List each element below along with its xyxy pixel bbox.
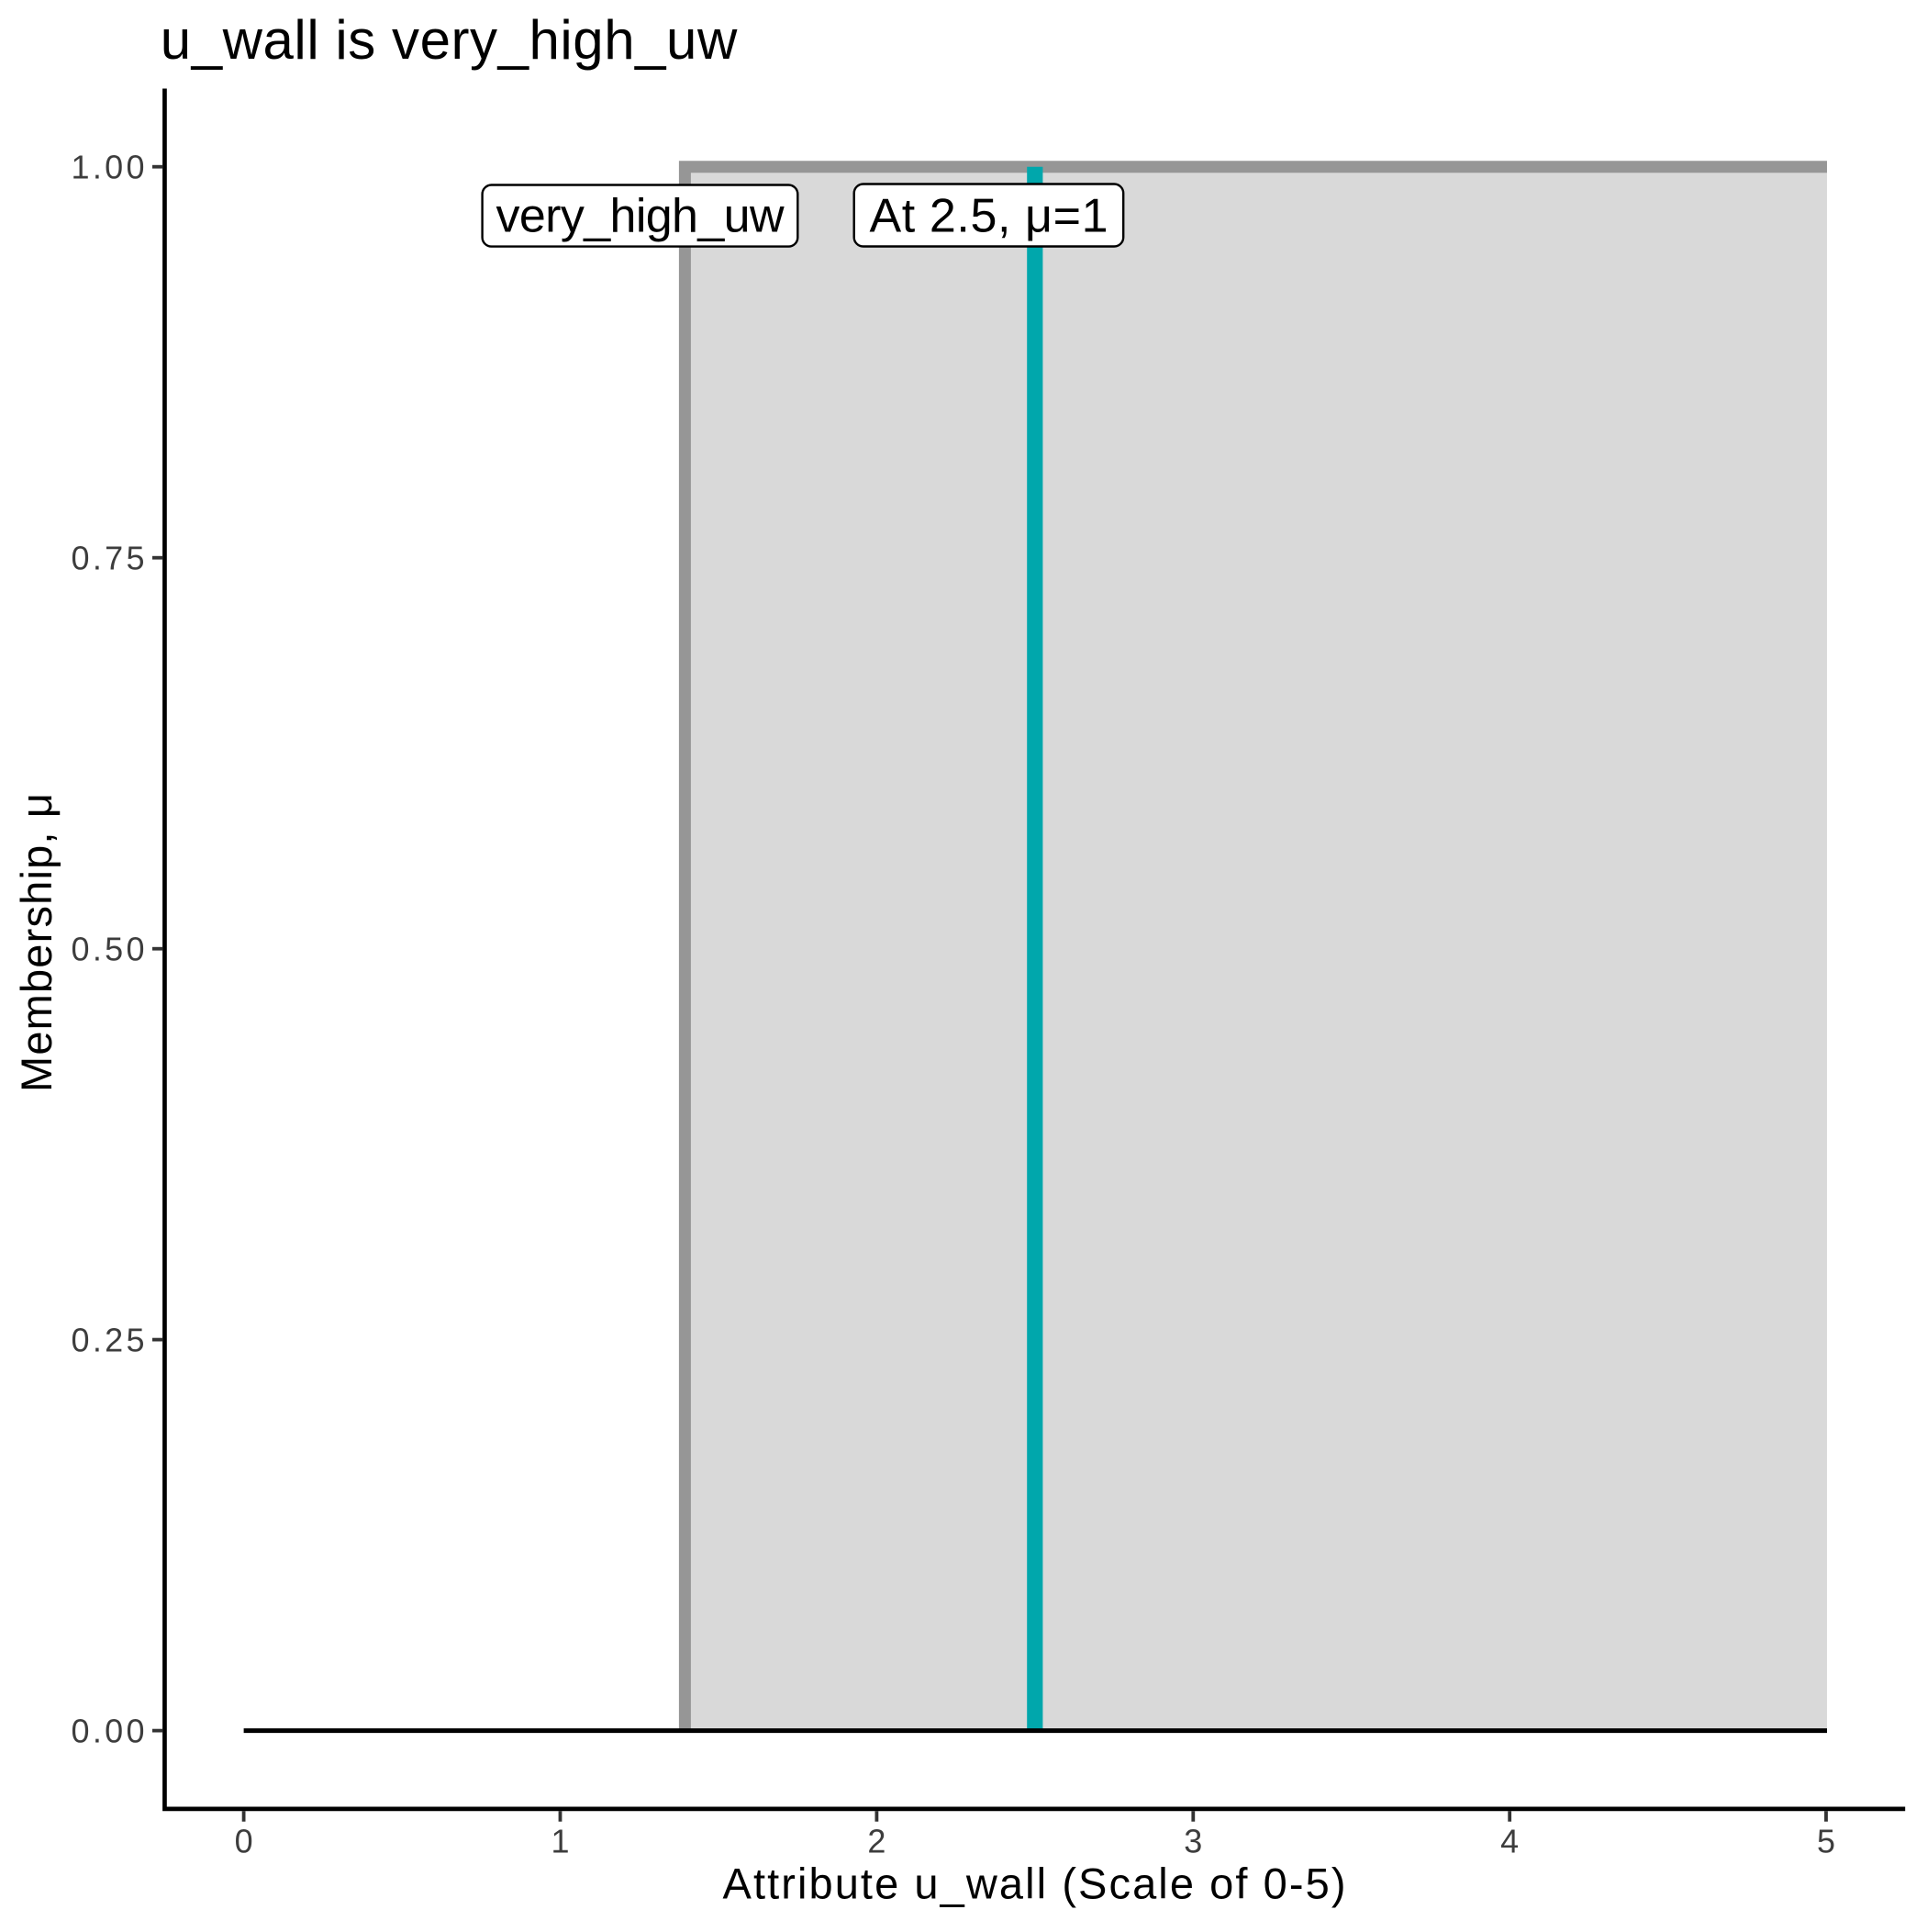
svg-text:0.00: 0.00 [72,1713,145,1750]
svg-text:0.50: 0.50 [72,931,145,968]
svg-text:u_wall is very_high_uw: u_wall is very_high_uw [161,9,738,71]
svg-text:At 2.5, μ=1: At 2.5, μ=1 [870,190,1108,243]
svg-text:5: 5 [1817,1823,1835,1860]
svg-text:2: 2 [867,1823,886,1860]
svg-text:0.75: 0.75 [72,540,145,577]
svg-text:4: 4 [1500,1823,1519,1860]
svg-text:Membership, μ: Membership, μ [12,793,61,1092]
svg-text:Attribute u_wall (Scale of 0-5: Attribute u_wall (Scale of 0-5) [723,1859,1346,1907]
svg-text:3: 3 [1184,1823,1202,1860]
svg-text:0: 0 [235,1823,253,1860]
svg-text:0.25: 0.25 [72,1322,145,1359]
svg-text:1: 1 [551,1823,569,1860]
svg-text:very_high_uw: very_high_uw [496,190,785,243]
svg-text:1.00: 1.00 [72,149,145,186]
